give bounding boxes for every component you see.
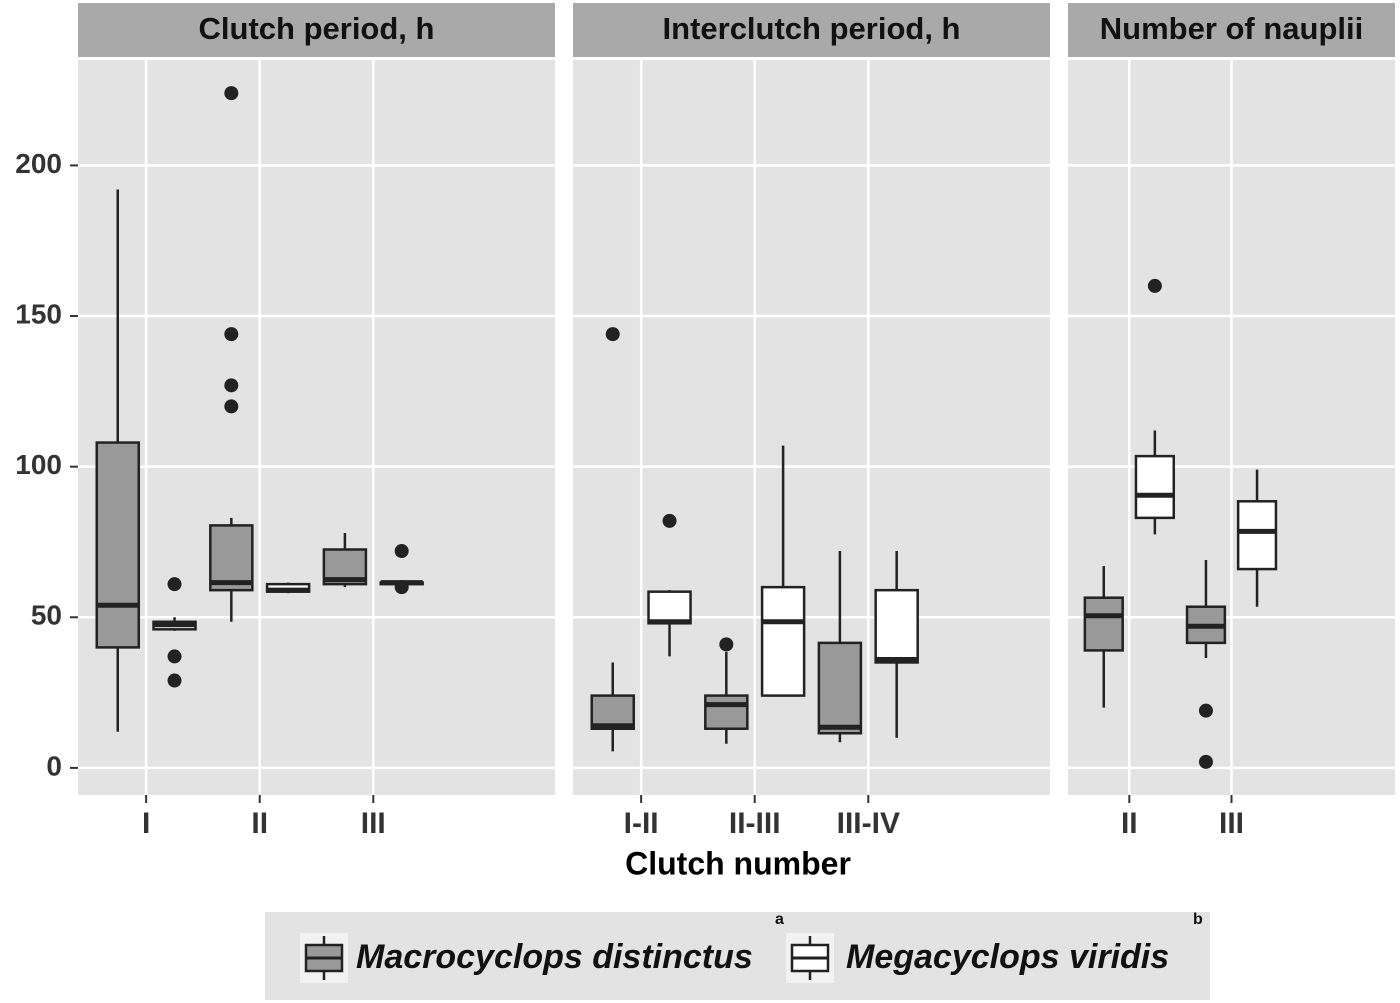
facet-title: Interclutch period, h bbox=[663, 11, 961, 46]
outlier bbox=[224, 327, 239, 342]
y-tick-label: 150 bbox=[15, 298, 62, 329]
outlier bbox=[167, 649, 182, 664]
x-tick-label: III bbox=[361, 807, 386, 840]
box bbox=[817, 641, 863, 735]
outlier bbox=[605, 327, 620, 342]
outlier bbox=[1198, 754, 1213, 769]
x-tick-label: III bbox=[1219, 807, 1244, 840]
strip-background bbox=[1068, 3, 1395, 57]
x-tick-label: I-II bbox=[624, 807, 659, 840]
box bbox=[1083, 596, 1124, 652]
outlier bbox=[224, 378, 239, 393]
box bbox=[1134, 454, 1176, 520]
box bbox=[704, 694, 749, 730]
panel-background bbox=[573, 60, 1050, 795]
y-tick-label: 200 bbox=[15, 148, 62, 179]
outlier bbox=[394, 544, 409, 559]
box bbox=[95, 441, 141, 649]
strip-background bbox=[573, 3, 1050, 57]
outlier bbox=[394, 580, 409, 595]
legend-label: Megacyclops viridis bbox=[846, 938, 1169, 976]
panel-background bbox=[78, 60, 555, 795]
outlier bbox=[662, 513, 677, 528]
strip-background bbox=[78, 3, 555, 57]
box bbox=[1236, 500, 1278, 571]
legend-note: b bbox=[1193, 911, 1203, 928]
box bbox=[647, 590, 692, 625]
outlier bbox=[719, 637, 734, 652]
x-tick-label: II bbox=[1121, 807, 1138, 840]
legend-background bbox=[265, 912, 1210, 1000]
legend-note: a bbox=[775, 911, 784, 928]
outlier bbox=[224, 86, 239, 101]
outlier bbox=[1147, 278, 1162, 293]
outlier bbox=[167, 577, 182, 592]
facet-title: Clutch period, h bbox=[199, 11, 435, 46]
x-tick-label: I bbox=[142, 807, 150, 840]
x-axis-title: Clutch number bbox=[625, 845, 851, 881]
box bbox=[590, 694, 636, 730]
x-tick-label: III-IV bbox=[837, 807, 900, 840]
y-tick-label: 100 bbox=[15, 449, 62, 480]
outlier bbox=[167, 673, 182, 688]
box bbox=[209, 524, 254, 592]
y-tick-label: 0 bbox=[46, 750, 62, 781]
y-tick-label: 50 bbox=[31, 600, 62, 631]
facet-title: Number of nauplii bbox=[1100, 11, 1364, 46]
outlier bbox=[224, 399, 239, 414]
x-tick-label: II-III bbox=[729, 807, 781, 840]
box bbox=[874, 588, 919, 664]
outlier bbox=[1198, 703, 1213, 718]
legend-label: Macrocyclops distinctus bbox=[356, 938, 753, 976]
box bbox=[760, 585, 806, 697]
x-tick-label: II bbox=[251, 807, 268, 840]
